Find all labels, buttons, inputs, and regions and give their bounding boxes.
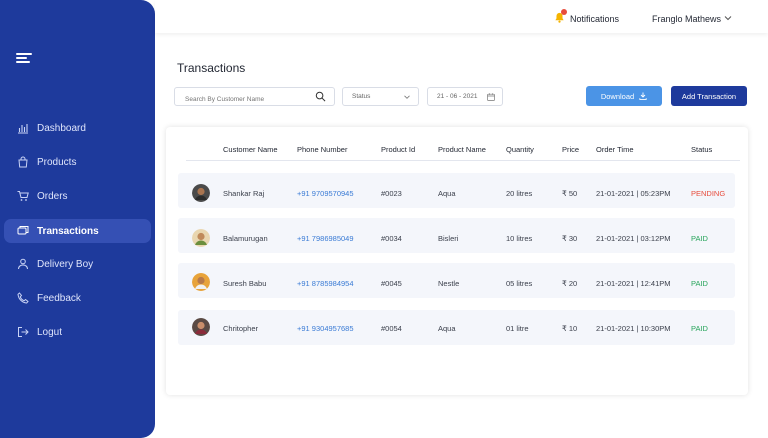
quantity: 01 litre	[506, 324, 529, 333]
table-row[interactable]	[178, 173, 735, 208]
sidebar-item-products[interactable]: Products	[4, 150, 151, 174]
avatar	[192, 184, 210, 202]
cart-icon	[17, 191, 29, 201]
column-header-product-name[interactable]: Product Name	[438, 145, 486, 154]
transactions-table-card	[166, 127, 748, 395]
sidebar-item-logout[interactable]: Logut	[4, 320, 151, 344]
date-picker[interactable]: 21 - 06 - 2021	[427, 87, 503, 106]
avatar	[192, 229, 210, 247]
status-badge: PENDING	[691, 189, 726, 198]
page-title: Transactions	[177, 61, 246, 75]
product-id: #0045	[381, 279, 402, 288]
sidebar-item-delivery-boy[interactable]: Delivery Boy	[4, 252, 151, 276]
calendar-icon	[487, 93, 495, 101]
sidebar-item-label: Logut	[37, 326, 63, 338]
table-row[interactable]	[178, 263, 735, 298]
date-value: 21 - 06 - 2021	[437, 93, 478, 100]
column-header-customer-name[interactable]: Customer Name	[223, 145, 278, 154]
sidebar-item-label: Products	[37, 156, 77, 168]
search-input[interactable]	[175, 91, 305, 108]
price: ₹ 50	[562, 189, 578, 198]
customer-name: Suresh Babu	[223, 279, 267, 288]
status-badge: PAID	[691, 324, 708, 333]
menu-logo-icon[interactable]	[16, 53, 32, 63]
sidebar-item-label: Orders	[37, 190, 68, 202]
phone-icon	[17, 292, 29, 304]
product-name: Aqua	[438, 189, 456, 198]
download-button-label: Download	[600, 91, 635, 101]
phone-number[interactable]: +91 8785984954	[297, 279, 354, 288]
download-button[interactable]: Download	[586, 86, 662, 106]
price: ₹ 10	[562, 324, 578, 333]
add-transaction-button[interactable]: Add Transaction	[671, 86, 747, 106]
phone-number[interactable]: +91 7986985049	[297, 234, 354, 243]
sidebar-item-orders[interactable]: Orders	[4, 184, 151, 208]
cards-icon	[17, 226, 29, 235]
table-row[interactable]	[178, 218, 735, 253]
user-name[interactable]: Franglo Mathews	[652, 14, 722, 24]
avatar	[192, 318, 210, 336]
column-header-product-id[interactable]: Product Id	[381, 145, 416, 154]
product-id: #0034	[381, 234, 402, 243]
column-header-order-time[interactable]: Order Time	[596, 145, 634, 154]
product-id: #0054	[381, 324, 402, 333]
phone-number[interactable]: +91 9304957685	[297, 324, 354, 333]
customer-name: Shankar Raj	[223, 189, 265, 198]
price: ₹ 20	[562, 279, 578, 288]
sidebar-item-transactions[interactable]: Transactions	[4, 219, 151, 243]
customer-name: Chritopher	[223, 324, 259, 333]
quantity: 10 litres	[506, 234, 533, 243]
product-name: Nestle	[438, 279, 460, 288]
order-time: 21-01-2021 | 03:12PM	[596, 234, 671, 243]
column-header-quantity[interactable]: Quantity	[506, 145, 534, 154]
product-id: #0023	[381, 189, 402, 198]
sidebar-item-feedback[interactable]: Feedback	[4, 286, 151, 310]
price: ₹ 30	[562, 234, 578, 243]
table-row[interactable]	[178, 310, 735, 345]
search-icon[interactable]	[315, 91, 326, 102]
chevron-down-icon	[404, 95, 410, 99]
notifications-label[interactable]: Notifications	[570, 14, 620, 24]
add-transaction-label: Add Transaction	[681, 91, 737, 101]
quantity: 20 litres	[506, 189, 533, 198]
sidebar: Dashboard Products Orders Transactions D…	[0, 0, 155, 438]
product-name: Bisleri	[438, 234, 459, 243]
sidebar-item-label: Dashboard	[37, 122, 86, 134]
status-badge: PAID	[691, 279, 708, 288]
quantity: 05 litres	[506, 279, 533, 288]
top-bar	[155, 0, 768, 33]
download-icon	[639, 92, 647, 100]
sidebar-item-dashboard[interactable]: Dashboard	[4, 116, 151, 140]
order-time: 21-01-2021 | 05:23PM	[596, 189, 671, 198]
logout-icon	[18, 327, 29, 337]
column-header-status[interactable]: Status	[691, 145, 713, 154]
status-badge: PAID	[691, 234, 708, 243]
order-time: 21-01-2021 | 12:41PM	[596, 279, 671, 288]
avatar	[192, 273, 210, 291]
column-header-price[interactable]: Price	[562, 145, 580, 154]
status-dropdown[interactable]: Status	[342, 87, 419, 106]
chart-icon	[18, 124, 28, 134]
sidebar-item-label: Feedback	[37, 292, 81, 304]
customer-name: Balamurugan	[223, 234, 268, 243]
phone-number[interactable]: +91 9709570945	[297, 189, 354, 198]
order-time: 21-01-2021 | 10:30PM	[596, 324, 671, 333]
column-header-phone-number[interactable]: Phone Number	[297, 145, 348, 154]
notification-badge	[561, 9, 567, 15]
bell-icon[interactable]	[554, 12, 565, 23]
table-header-divider	[186, 160, 740, 161]
chevron-down-icon[interactable]	[724, 14, 732, 22]
status-dropdown-label: Status	[352, 93, 371, 100]
sidebar-item-label: Delivery Boy	[37, 258, 94, 270]
sidebar-item-label: Transactions	[37, 225, 99, 237]
person-icon	[18, 258, 28, 270]
bag-icon	[18, 156, 28, 168]
search-box	[174, 87, 335, 108]
product-name: Aqua	[438, 324, 456, 333]
